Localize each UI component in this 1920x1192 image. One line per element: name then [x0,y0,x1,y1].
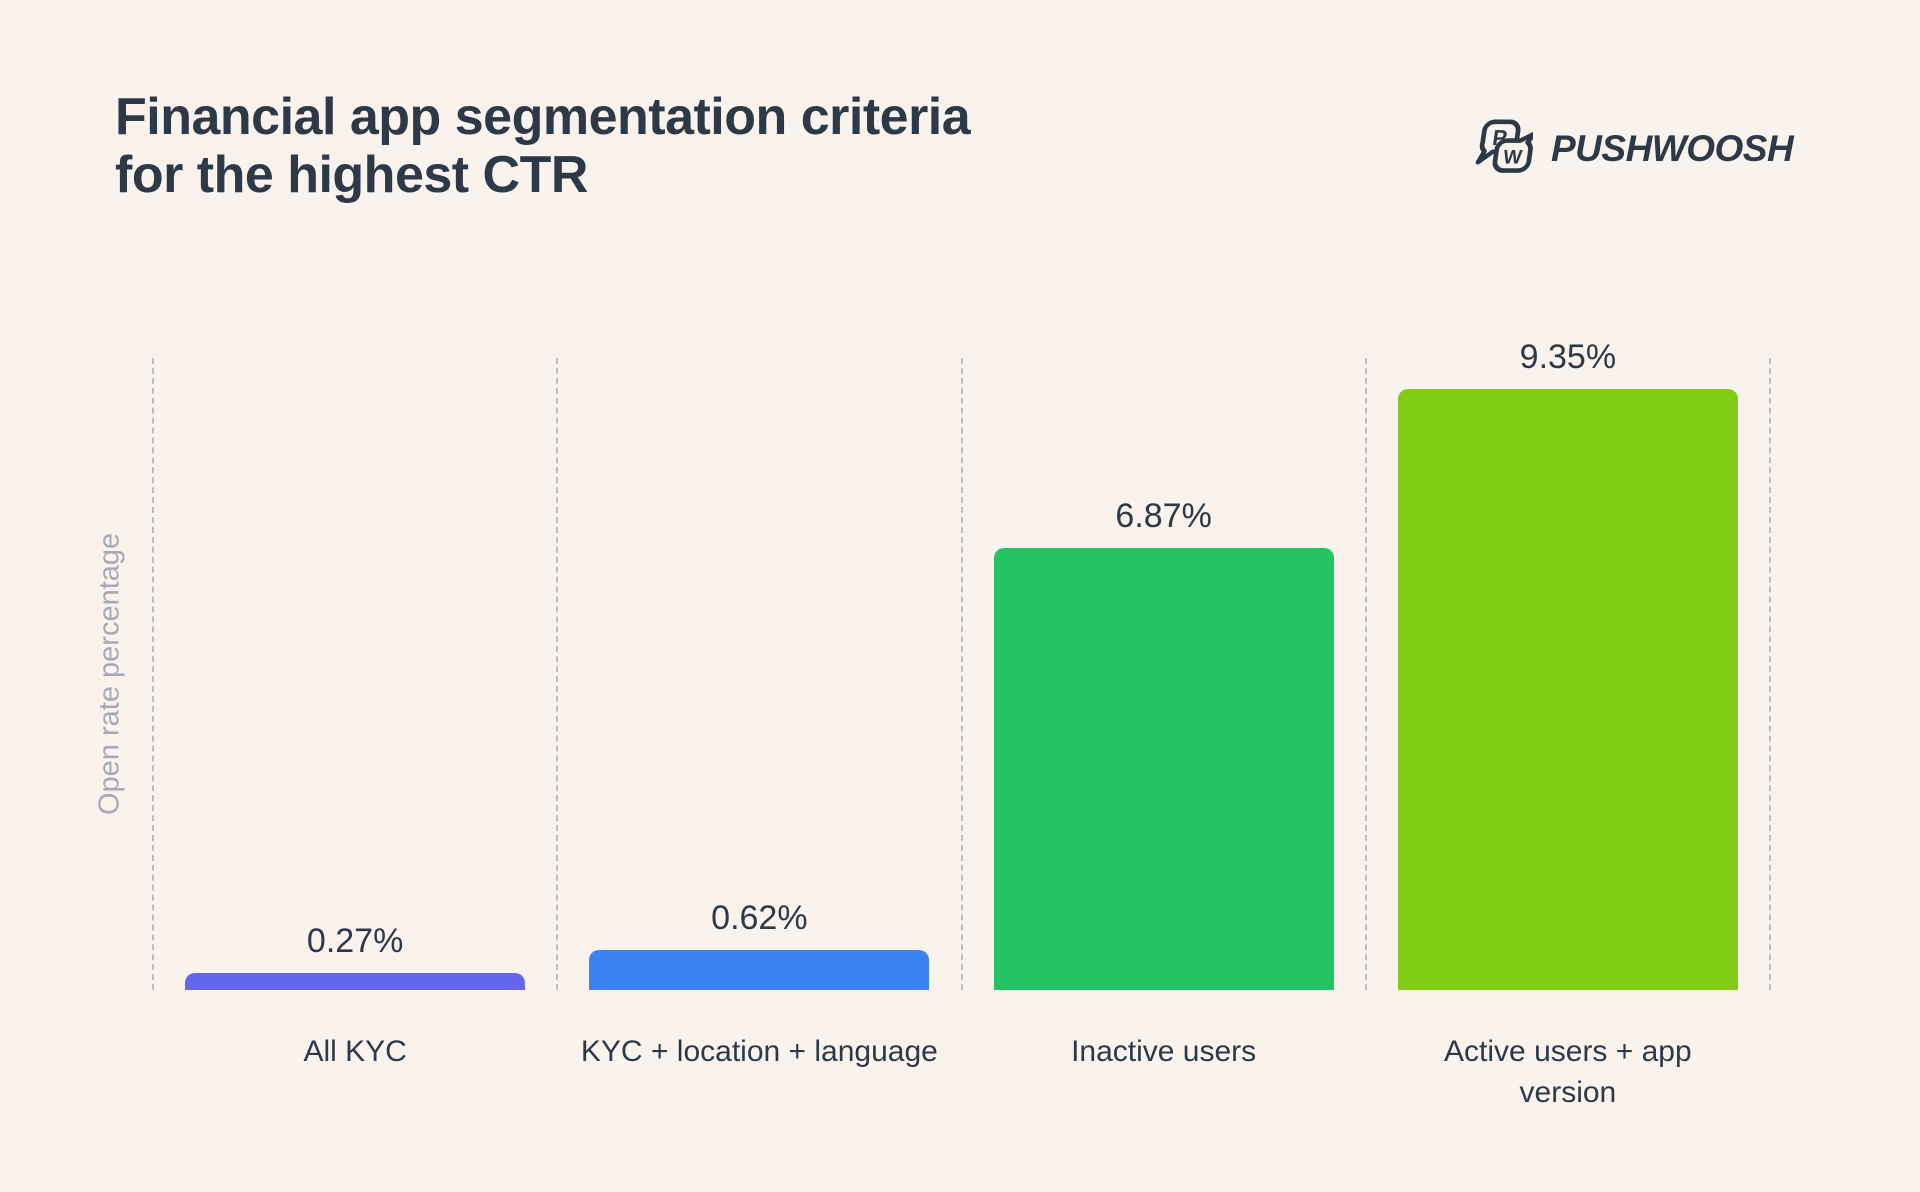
chart-column-all-kyc: 0.27% All KYC [153,358,557,1068]
page-title-line-2: for the highest CTR [115,146,588,205]
bar-active-users-app-version [1397,389,1738,990]
bar-value-label-active-users-app-version: 9.35% [1519,338,1617,376]
x-axis-label-all-kyc: All KYC [303,1035,407,1068]
bar-value-label-kyc-location-language: 0.62% [711,899,808,938]
bar-chart-plot-area: 0.27% All KYC 0.62% KYC + location + langua… [152,338,1771,1109]
pushwoosh-logo: P W PUSHWOOSH [1473,116,1794,182]
dashed-gridline-3 [1364,358,1367,990]
dashed-gridline-4 [1769,358,1771,990]
bar-inactive-users [993,548,1334,990]
dashed-gridline-1 [556,358,559,990]
dashed-gridline-0 [152,358,154,990]
bar-value-label-all-kyc: 0.27% [306,921,404,960]
page-title-line-1: Financial app segmentation criteria [115,88,971,146]
bar-all-kyc [185,972,526,990]
x-axis-label-active-users-app-version: Active users + app version [1444,1035,1692,1109]
bar-kyc-location-language [589,950,930,990]
chart-column-kyc-location-language: 0.62% KYC + location + language [557,358,961,1068]
page-title: Financial app segmentation criteria for … [115,88,971,205]
x-axis-label-inactive-users: Inactive users [1071,1035,1257,1068]
svg-text:W: W [1502,147,1524,169]
dashed-gridline-2 [960,358,963,990]
x-axis-label-kyc-location-language: KYC + location + language [580,1035,938,1068]
pushwoosh-wordmark: PUSHWOOSH [1551,128,1794,169]
chart-column-active-users-app-version: 9.35% Active users + app version [1366,338,1770,1109]
chart-column-inactive-users: 6.87% Inactive users [962,358,1366,1068]
y-axis-label: Open rate percentage [93,532,126,816]
bar-value-label-inactive-users: 6.87% [1115,497,1212,536]
pushwoosh-speech-bubbles-icon: P W [1473,116,1533,182]
